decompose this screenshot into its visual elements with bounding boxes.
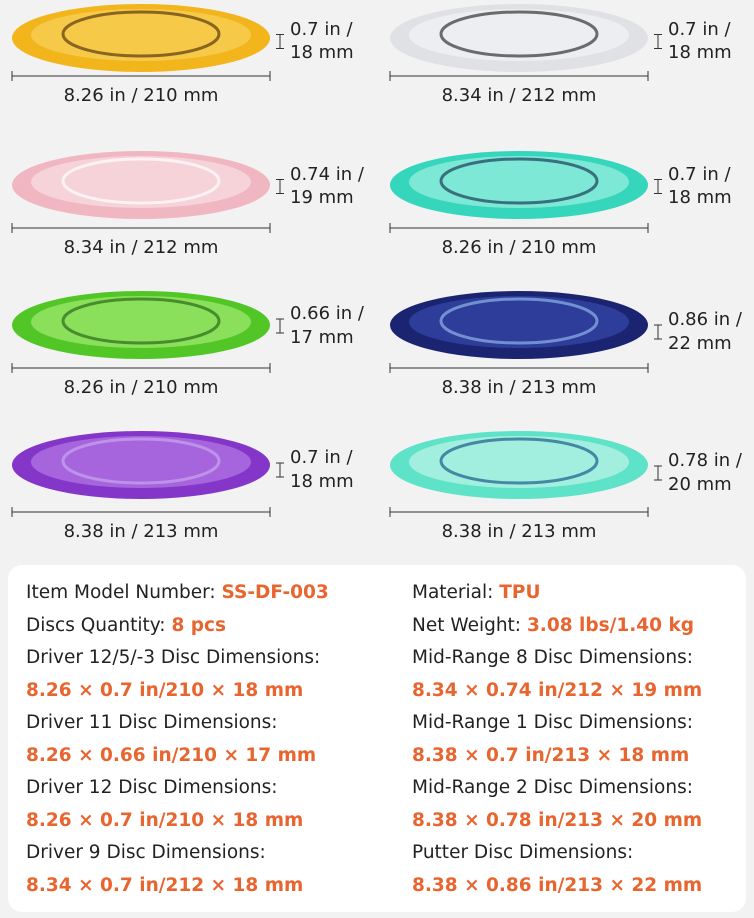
spec-line: Driver 9 Disc Dimensions:: [26, 837, 329, 870]
height-label: 0.78 in /: [668, 450, 743, 471]
disc-top: [409, 9, 629, 61]
spec-value: 8.26 × 0.66 in/210 × 17 mm: [26, 744, 317, 766]
width-label: 8.26 in / 210 mm: [442, 237, 597, 258]
disc-top: [409, 296, 629, 348]
spec-line: Discs Quantity: 8 pcs: [26, 610, 329, 643]
spec-line: Material: TPU: [412, 577, 702, 610]
disc-top: [31, 9, 251, 61]
height-label: 19 mm: [290, 187, 354, 208]
height-label: 0.7 in /: [290, 19, 353, 40]
height-label: 0.7 in /: [668, 164, 731, 185]
height-label: 0.74 in /: [290, 164, 365, 185]
width-label: 8.38 in / 213 mm: [442, 377, 597, 398]
spec-label: Driver 11 Disc Dimensions:: [26, 712, 278, 733]
height-label: 18 mm: [290, 42, 354, 63]
spec-line: 8.34 × 0.74 in/212 × 19 mm: [412, 675, 702, 708]
spec-label: Driver 12 Disc Dimensions:: [26, 777, 278, 798]
spec-line: 8.38 × 0.78 in/213 × 20 mm: [412, 805, 702, 838]
width-label: 8.38 in / 213 mm: [442, 521, 597, 542]
spec-line: Driver 11 Disc Dimensions:: [26, 707, 329, 740]
height-label: 18 mm: [668, 42, 732, 63]
disc-print: [61, 437, 221, 485]
spec-value: 8.34 × 0.74 in/212 × 19 mm: [412, 679, 703, 701]
height-label: 0.7 in /: [290, 447, 353, 468]
disc-top: [409, 436, 629, 488]
spec-column: Item Model Number: SS-DF-003 Discs Quanti…: [26, 577, 329, 902]
spec-label: Mid-Range 1 Disc Dimensions:: [412, 712, 693, 733]
spec-value: 8.38 × 0.78 in/213 × 20 mm: [412, 809, 703, 831]
width-label: 8.34 in / 212 mm: [442, 85, 597, 106]
disc-print: [439, 157, 599, 205]
disc-top: [409, 156, 629, 208]
spec-label: Driver 9 Disc Dimensions:: [26, 842, 266, 863]
spec-label: Net Weight:: [412, 614, 522, 636]
disc-print: [61, 297, 221, 345]
disc-print: [61, 157, 221, 205]
disc-area: 8.26 in / 210 mm0.7 in /18 mm8.34 in / 2…: [11, 4, 743, 542]
spec-line: 8.26 × 0.7 in/210 × 18 mm: [26, 675, 329, 708]
spec-value: 8 pcs: [171, 614, 226, 636]
width-label: 8.26 in / 210 mm: [64, 377, 219, 398]
spec-line: 8.34 × 0.7 in/212 × 18 mm: [26, 870, 329, 903]
height-label: 17 mm: [290, 327, 354, 348]
spec-line: 8.26 × 0.66 in/210 × 17 mm: [26, 740, 329, 773]
height-label: 22 mm: [668, 333, 732, 354]
height-label: 18 mm: [290, 471, 354, 492]
spec-label: Material:: [412, 582, 494, 603]
spec-value: 8.38 × 0.86 in/213 × 22 mm: [412, 874, 703, 896]
height-label: 0.66 in /: [290, 303, 365, 324]
spec-label: Putter Disc Dimensions:: [412, 842, 634, 863]
disc-top: [31, 436, 251, 488]
spec-value: TPU: [499, 582, 541, 603]
spec-line: Net Weight: 3.08 lbs/1.40 kg: [412, 610, 702, 643]
spec-column: Material: TPU Net Weight: 3.08 lbs/1.40 k…: [412, 577, 702, 902]
height-label: 0.86 in /: [668, 309, 743, 330]
spec-value: 8.26 × 0.7 in/210 × 18 mm: [26, 679, 304, 701]
width-label: 8.38 in / 213 mm: [64, 521, 219, 542]
spec-line: Driver 12/5/-3 Disc Dimensions:: [26, 642, 329, 675]
spec-line: Mid-Range 1 Disc Dimensions:: [412, 707, 702, 740]
spec-label: Driver 12/5/-3 Disc Dimensions:: [26, 647, 321, 668]
spec-line: 8.38 × 0.86 in/213 × 22 mm: [412, 870, 702, 903]
spec-label: Mid-Range 2 Disc Dimensions:: [412, 777, 693, 798]
width-label: 8.34 in / 212 mm: [64, 237, 219, 258]
disc-top: [31, 156, 251, 208]
spec-value: 8.26 × 0.7 in/210 × 18 mm: [26, 809, 304, 831]
spec-line: Item Model Number: SS-DF-003: [26, 577, 329, 610]
spec-label: Discs Quantity:: [26, 614, 166, 636]
spec-value: SS-DF-003: [221, 582, 329, 603]
spec-line: 8.26 × 0.7 in/210 × 18 mm: [26, 805, 329, 838]
spec-line: Mid-Range 8 Disc Dimensions:: [412, 642, 702, 675]
spec-line: Driver 12 Disc Dimensions:: [26, 772, 329, 805]
height-label: 20 mm: [668, 474, 732, 495]
spec-value: 8.34 × 0.7 in/212 × 18 mm: [26, 874, 304, 896]
disc-print: [61, 10, 221, 58]
spec-panel: Item Model Number: SS-DF-003 Discs Quanti…: [8, 565, 746, 912]
height-label: 0.7 in /: [668, 19, 731, 40]
spec-line: Putter Disc Dimensions:: [412, 837, 702, 870]
spec-line: Mid-Range 2 Disc Dimensions:: [412, 772, 702, 805]
disc-print: [439, 437, 599, 485]
disc-top: [31, 296, 251, 348]
disc-print: [439, 10, 599, 58]
disc-print: [439, 297, 599, 345]
spec-value: 8.38 × 0.7 in/213 × 18 mm: [412, 744, 690, 766]
spec-value: 3.08 lbs/1.40 kg: [526, 614, 695, 636]
spec-line: 8.38 × 0.7 in/213 × 18 mm: [412, 740, 702, 773]
spec-label: Item Model Number:: [26, 582, 216, 603]
spec-label: Mid-Range 8 Disc Dimensions:: [412, 647, 693, 668]
height-label: 18 mm: [668, 187, 732, 208]
width-label: 8.26 in / 210 mm: [64, 85, 219, 106]
